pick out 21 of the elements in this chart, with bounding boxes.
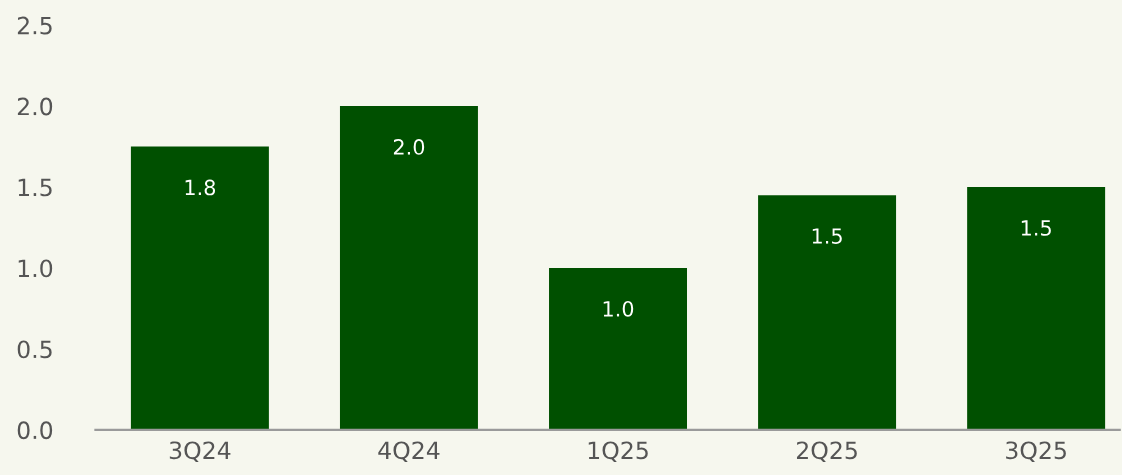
data-label: 1.5: [812, 228, 842, 244]
data-label: 1.0: [603, 300, 634, 317]
x-tick-label: 1Q25: [588, 441, 648, 462]
bar: [549, 267, 688, 430]
y-tick-label: 2.5: [17, 16, 52, 35]
bar: [967, 187, 1106, 430]
data-label: 2.0: [393, 139, 425, 155]
x-tick-label: 2Q25: [796, 441, 857, 462]
x-tick-label: 3Q24: [169, 441, 231, 462]
bar: [758, 195, 897, 430]
x-tick-label: 3Q25: [1006, 441, 1066, 462]
y-tick-label: 0.5: [17, 340, 52, 359]
x-tick-label: 4Q24: [378, 441, 440, 462]
y-tick-label: 1.5: [18, 178, 52, 197]
data-label: 1.5: [1021, 220, 1051, 236]
bar: [130, 146, 269, 430]
data-label: 1.8: [185, 179, 216, 196]
y-tick-label: 1.0: [18, 259, 53, 278]
y-tick-label: 0.0: [17, 421, 53, 440]
bar: [339, 106, 478, 430]
y-tick-label: 2.0: [17, 97, 53, 116]
